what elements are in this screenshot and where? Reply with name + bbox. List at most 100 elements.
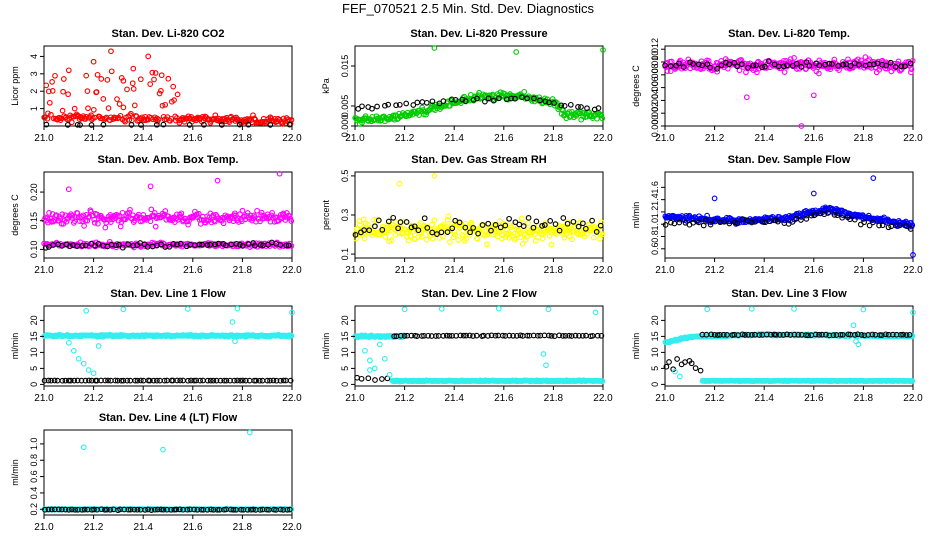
panel-line3-flow: Stan. Dev. Line 3 Flow 21.0 21.2 21.4 21.6 21… (631, 288, 923, 404)
data-point-outlier (289, 309, 295, 316)
data-point-black-high (826, 332, 833, 339)
data-point-black (564, 220, 571, 227)
y-tick-label: 15 (650, 331, 660, 341)
data-point-colored (553, 99, 560, 106)
data-point-colored (388, 237, 395, 244)
panel-title: Stan. Dev. Li-820 CO2 (112, 28, 225, 40)
data-point-black (575, 223, 582, 230)
x-tick-label: 21.8 (544, 133, 564, 144)
x-tick-label: 21.6 (183, 522, 203, 533)
data-point-black (411, 223, 418, 230)
data-point-colored-upper (210, 212, 217, 218)
y-axis-label: degrees C (631, 65, 641, 107)
data-point-colored (855, 56, 861, 63)
x-tick-label: 22.0 (593, 393, 613, 404)
y-tick-label: 0.012 (650, 38, 660, 61)
data-point-black (419, 99, 426, 105)
data-point-black (662, 222, 669, 228)
y-tick-label: 0.8 (650, 230, 660, 243)
data-point-colored (107, 117, 113, 123)
data-point-black-low (358, 375, 365, 382)
y-tick-label: 1.6 (650, 181, 660, 194)
y-tick-label: 0.008 (650, 64, 660, 87)
data-point-colored (463, 236, 469, 242)
data-point-black-high (830, 332, 837, 338)
data-point-colored (876, 67, 883, 73)
y-axis-label: percent (321, 199, 331, 230)
data-point-outlier (431, 173, 438, 179)
y-tick-label: 10 (340, 347, 350, 357)
data-point-black (42, 244, 49, 251)
data-point-black (150, 377, 157, 384)
data-point-colored (845, 56, 851, 63)
data-point-black-high (517, 332, 524, 339)
data-point-black (414, 99, 421, 106)
data-point-black (264, 377, 271, 384)
x-tick-label: 21.2 (395, 265, 415, 276)
data-point-black-high (780, 332, 787, 338)
x-tick-label: 22.0 (593, 265, 613, 276)
data-point-colored (285, 116, 292, 123)
plot-frame (43, 305, 293, 387)
data-point-black-high (499, 332, 506, 339)
data-point-colored-upper (254, 207, 260, 214)
data-point-black (285, 242, 292, 249)
data-point-black (502, 222, 509, 229)
data-point-black (153, 121, 160, 128)
data-point-black (62, 377, 69, 384)
data-point-black (50, 242, 56, 248)
data-point-black (512, 95, 518, 102)
data-point-black-low (379, 376, 385, 382)
data-point-black (65, 377, 72, 384)
data-point-colored (780, 57, 787, 64)
x-tick-label: 22.0 (282, 522, 302, 533)
data-point-black (128, 122, 135, 128)
data-point-black (154, 506, 161, 513)
data-point-black (197, 377, 203, 384)
data-point-black (48, 377, 54, 384)
data-point-black (171, 506, 178, 513)
data-point-colored (586, 221, 592, 228)
data-point-colored (84, 88, 91, 94)
data-point-colored-upper (45, 219, 51, 226)
y-tick-label: 3 (29, 71, 39, 76)
data-point-black (593, 229, 600, 235)
data-point-black-high (882, 331, 889, 338)
plot-frame (664, 45, 914, 127)
data-point-outlier (367, 367, 373, 373)
x-tick-label: 21.6 (804, 133, 824, 144)
data-point-black (160, 121, 167, 128)
data-point-black-high (731, 331, 738, 338)
data-point-colored (116, 101, 123, 107)
data-point-black (257, 507, 264, 513)
y-tick-label: 20 (650, 315, 660, 325)
y-axis-label: ml/min (10, 459, 20, 486)
data-point-black-high (433, 333, 439, 339)
y-tick-label: 0.004 (650, 89, 660, 112)
data-point-black (102, 377, 109, 384)
data-point-black (51, 506, 58, 513)
data-point-black (245, 121, 252, 128)
x-tick-label: 21.2 (84, 522, 104, 533)
data-point-black (870, 219, 876, 226)
data-point-black (74, 377, 81, 384)
panel-title: Stan. Dev. Line 2 Flow (421, 288, 537, 300)
data-point-outlier (748, 306, 755, 312)
data-point-black-high (742, 332, 748, 338)
data-point-black (485, 220, 492, 227)
data-point-black (194, 506, 201, 513)
data-point-black-high (773, 331, 779, 338)
data-point-outlier (711, 195, 718, 202)
data-point-black (239, 377, 246, 384)
data-point-black (115, 241, 122, 248)
data-point-black (393, 102, 399, 109)
data-point-black-high (548, 333, 555, 339)
x-tick-label: 21.8 (233, 133, 253, 144)
data-point-black (228, 241, 235, 248)
y-tick-label: 5 (340, 366, 350, 371)
data-point-black (267, 377, 273, 384)
panel-amb-box-temp: Stan. Dev. Amb. Box Temp. 21.0 21.2 21.4 21.… (10, 154, 302, 276)
data-point-black-high (749, 332, 755, 338)
data-point-black (847, 63, 854, 69)
data-point-colored (151, 76, 157, 83)
